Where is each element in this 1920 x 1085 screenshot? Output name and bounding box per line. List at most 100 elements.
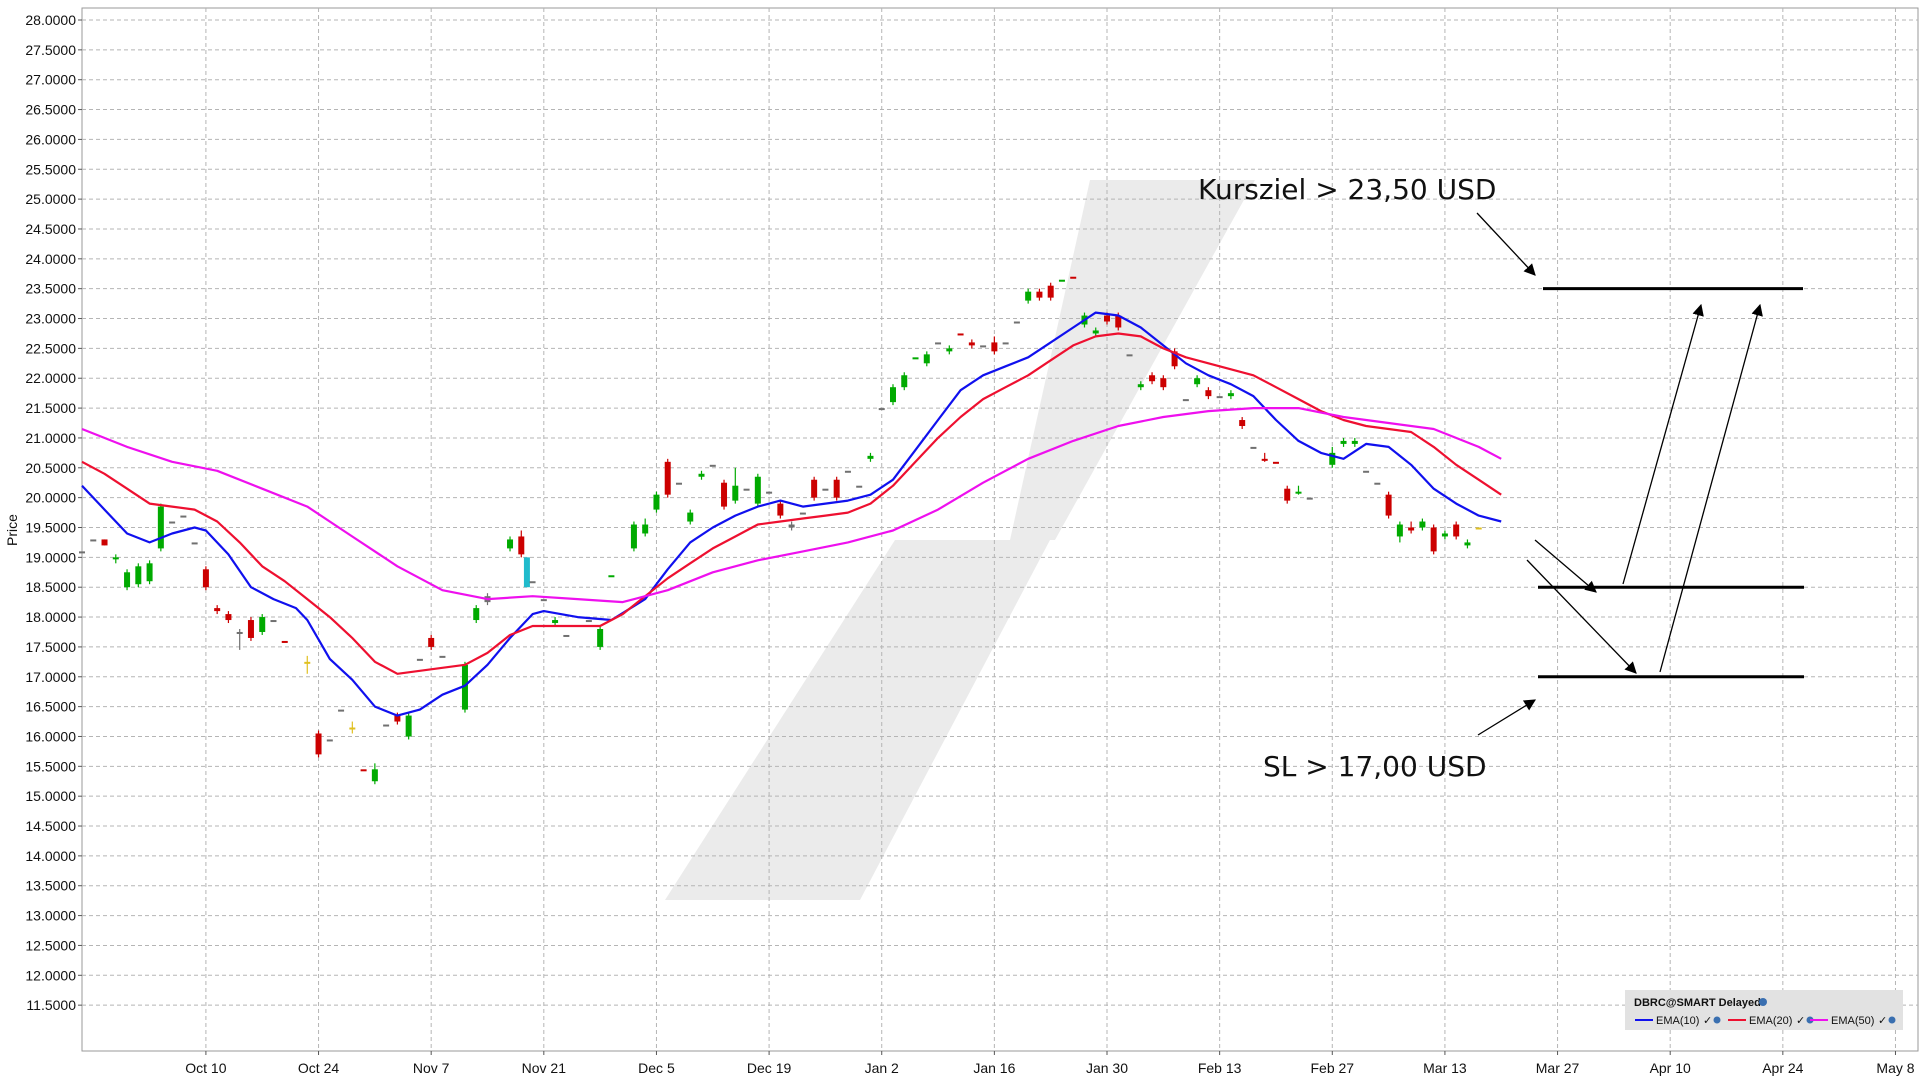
y-tick-label: 19.5000 bbox=[25, 520, 76, 536]
candle-body bbox=[79, 551, 85, 554]
series-line-ema20 bbox=[81, 332, 1502, 675]
candle-body bbox=[1396, 524, 1403, 537]
candle-body bbox=[1272, 461, 1279, 464]
y-axis-label: Price bbox=[4, 514, 20, 546]
candle-body bbox=[563, 634, 570, 637]
candle bbox=[799, 512, 806, 515]
candle-body bbox=[1351, 440, 1358, 444]
candle bbox=[833, 476, 840, 501]
y-tick-label: 14.5000 bbox=[25, 818, 76, 834]
candle-body bbox=[822, 488, 829, 491]
legend-entry: EMA(50) ✓ bbox=[1810, 1015, 1896, 1027]
legend-box bbox=[1625, 990, 1903, 1030]
candle bbox=[79, 551, 85, 554]
legend-entries: EMA(10) ✓ EMA(20) ✓ EMA(50) ✓ bbox=[1635, 1015, 1896, 1027]
candle-body bbox=[523, 557, 530, 588]
candle bbox=[1036, 288, 1043, 301]
candle-body bbox=[360, 769, 367, 772]
candle-body bbox=[777, 503, 784, 516]
candle-body bbox=[721, 482, 728, 507]
candle-body bbox=[428, 637, 435, 647]
candle-body bbox=[1115, 315, 1122, 328]
candle bbox=[1329, 446, 1336, 468]
candle-body bbox=[1250, 446, 1257, 449]
candle-body bbox=[540, 599, 547, 602]
x-tick-label: May 8 bbox=[1876, 1060, 1914, 1076]
candle bbox=[1182, 399, 1189, 402]
candle-body bbox=[101, 539, 108, 546]
y-tick-label: 15.5000 bbox=[25, 758, 76, 774]
candle-body bbox=[687, 512, 694, 522]
y-tick-label: 22.5000 bbox=[25, 340, 76, 356]
x-tick-label: Oct 24 bbox=[298, 1060, 339, 1076]
candle bbox=[1239, 417, 1246, 429]
candle bbox=[1340, 437, 1347, 447]
candle-body bbox=[766, 491, 773, 494]
x-tick-label: Jan 16 bbox=[973, 1060, 1015, 1076]
candle-body bbox=[1464, 542, 1471, 546]
candle-body bbox=[1171, 351, 1178, 367]
candle-body bbox=[698, 473, 705, 477]
candle-body bbox=[1408, 527, 1415, 531]
candle bbox=[281, 640, 288, 643]
candle-body bbox=[225, 614, 232, 621]
checkmark-icon[interactable]: ✓ bbox=[1796, 1015, 1805, 1027]
y-tick-label: 12.5000 bbox=[25, 937, 76, 953]
candle bbox=[146, 560, 153, 585]
settings-icon[interactable] bbox=[1713, 1016, 1721, 1024]
candle-body bbox=[112, 557, 119, 560]
candle bbox=[338, 709, 345, 712]
y-tick-label: 22.0000 bbox=[25, 370, 76, 386]
candle-body bbox=[394, 715, 401, 722]
candle-body bbox=[1182, 399, 1189, 402]
candle-body bbox=[1194, 378, 1201, 385]
candle bbox=[1284, 485, 1291, 504]
candle-body bbox=[1306, 497, 1313, 500]
candle bbox=[428, 634, 435, 650]
candle bbox=[889, 384, 896, 406]
y-tick-label: 25.5000 bbox=[25, 161, 76, 177]
candle bbox=[766, 491, 773, 494]
candle-body bbox=[642, 524, 649, 534]
candle bbox=[1295, 485, 1302, 495]
y-tick-label: 24.0000 bbox=[25, 251, 76, 267]
x-tick-label: Feb 13 bbox=[1198, 1060, 1242, 1076]
series-line-ema10 bbox=[81, 311, 1502, 717]
candle-body bbox=[191, 542, 198, 545]
y-tick-label: 17.5000 bbox=[25, 639, 76, 655]
x-axis: Oct 10 Oct 24 Nov 7 Nov 21 Dec 5 Dec 19 Jan 2 J… bbox=[185, 1051, 1915, 1076]
candle-body bbox=[405, 715, 412, 737]
candle bbox=[1374, 482, 1381, 485]
candle bbox=[1385, 491, 1392, 519]
x-tick-label: Apr 10 bbox=[1650, 1060, 1691, 1076]
series-line-ema50 bbox=[81, 407, 1502, 604]
candle-body bbox=[135, 566, 142, 585]
refresh-icon[interactable] bbox=[1759, 998, 1767, 1006]
candle bbox=[822, 488, 829, 491]
candle bbox=[1351, 437, 1358, 447]
candle-body bbox=[878, 408, 885, 411]
y-tick-label: 23.5000 bbox=[25, 281, 76, 297]
checkmark-icon[interactable]: ✓ bbox=[1703, 1015, 1712, 1027]
candle-body bbox=[461, 664, 468, 710]
candle bbox=[315, 730, 322, 758]
candle-body bbox=[844, 470, 851, 473]
checkmark-icon[interactable]: ✓ bbox=[1878, 1015, 1887, 1027]
candle bbox=[124, 569, 131, 591]
plot-frame bbox=[81, 7, 1919, 1052]
candle-body bbox=[1104, 315, 1111, 322]
candle-body bbox=[608, 575, 615, 578]
legend-label: EMA(20) bbox=[1749, 1015, 1792, 1027]
candle bbox=[1250, 446, 1257, 449]
candle-body bbox=[1363, 470, 1370, 473]
candle bbox=[1216, 396, 1223, 399]
candle bbox=[1058, 279, 1065, 282]
y-tick-label: 21.5000 bbox=[25, 400, 76, 416]
candle bbox=[214, 605, 221, 615]
candle-body bbox=[935, 342, 942, 345]
candle-body bbox=[383, 724, 390, 727]
candle bbox=[935, 342, 942, 345]
candle bbox=[1025, 288, 1032, 304]
settings-icon[interactable] bbox=[1888, 1016, 1896, 1024]
